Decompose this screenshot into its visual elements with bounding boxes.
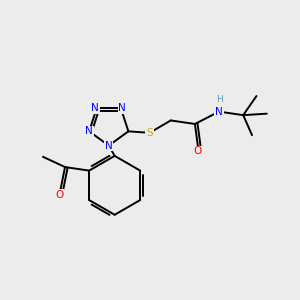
Text: O: O (194, 146, 202, 156)
Text: S: S (146, 128, 153, 138)
Text: N: N (91, 103, 99, 113)
Text: N: N (118, 103, 126, 113)
Text: H: H (216, 95, 222, 104)
Text: N: N (85, 126, 93, 136)
Text: N: N (215, 106, 223, 117)
Text: N: N (105, 141, 113, 151)
Text: O: O (55, 190, 63, 200)
